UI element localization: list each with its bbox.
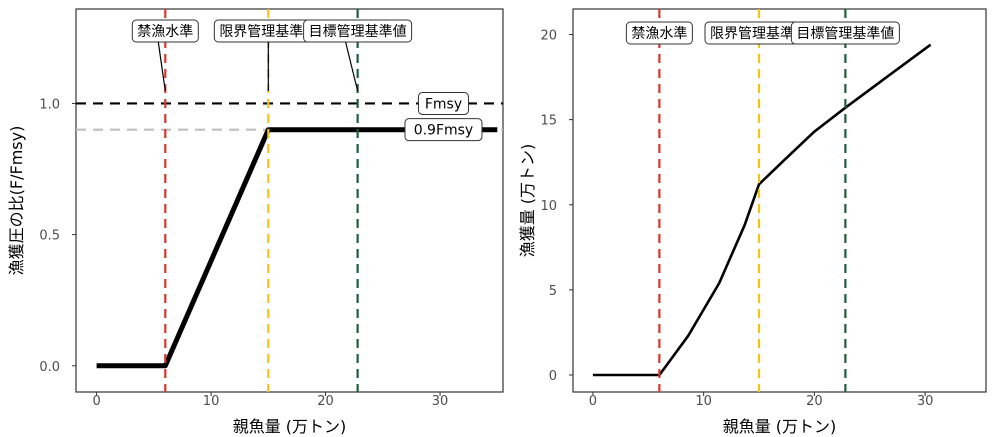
- x-tick-label-2: 10: [203, 394, 220, 409]
- y-tick-label-2: 0.5: [39, 229, 60, 244]
- vline-label-leader-3: [345, 41, 359, 92]
- x-tick-label-3: 20: [317, 394, 334, 409]
- vline-label-3: 目標管理基準値: [309, 23, 407, 40]
- vline-label-3: 目標管理基準値: [796, 25, 894, 42]
- vline-label-1: 禁漁水準: [631, 26, 687, 42]
- series-line-1: [592, 43, 932, 377]
- x-tick-label-4: 30: [432, 394, 449, 409]
- y-axis-title: 漁獲量 (万トン): [518, 144, 537, 258]
- x-tick-label-1: 0: [589, 394, 597, 409]
- plot-frame: [572, 8, 987, 393]
- y-tick-label-5: 20: [540, 29, 557, 44]
- x-axis-title: 親魚量 (万トン): [233, 417, 347, 436]
- vline-label-2: 限界管理基準値: [710, 25, 808, 42]
- hline-label-box-1: [417, 91, 469, 115]
- hline-label-2: 0.9Fmsy: [414, 123, 474, 139]
- vline-label-box-3: [303, 19, 413, 43]
- x-axis-title: 親魚量 (万トン): [723, 417, 837, 436]
- vline-label-box-3: [790, 21, 900, 45]
- vline-label-box-1: [131, 19, 199, 43]
- x-tick-label-4: 30: [917, 394, 934, 409]
- vline-label-1: 禁漁水準: [137, 24, 193, 40]
- x-tick-label-3: 20: [806, 394, 823, 409]
- plot-frame: [75, 8, 504, 393]
- y-tick-label-3: 1.0: [39, 97, 60, 112]
- vline-label-2: 限界管理基準値: [219, 23, 317, 40]
- y-tick-label-2: 5: [549, 284, 557, 299]
- y-tick-label-4: 15: [540, 114, 557, 129]
- series-line-1: [96, 127, 498, 369]
- y-axis-title: 漁獲圧の比(F/Fmsy): [7, 126, 26, 276]
- hline-label-box-2: [404, 118, 483, 142]
- x-tick-label-2: 10: [695, 394, 712, 409]
- hline-label-1: Fmsy: [425, 96, 462, 112]
- y-tick-label-1: 0: [549, 369, 557, 384]
- x-tick-label-1: 0: [92, 394, 100, 409]
- vline-label-leader-1: [157, 41, 166, 92]
- y-tick-label-3: 10: [540, 199, 557, 214]
- y-tick-label-1: 0.0: [39, 360, 60, 375]
- vline-label-box-1: [625, 21, 693, 45]
